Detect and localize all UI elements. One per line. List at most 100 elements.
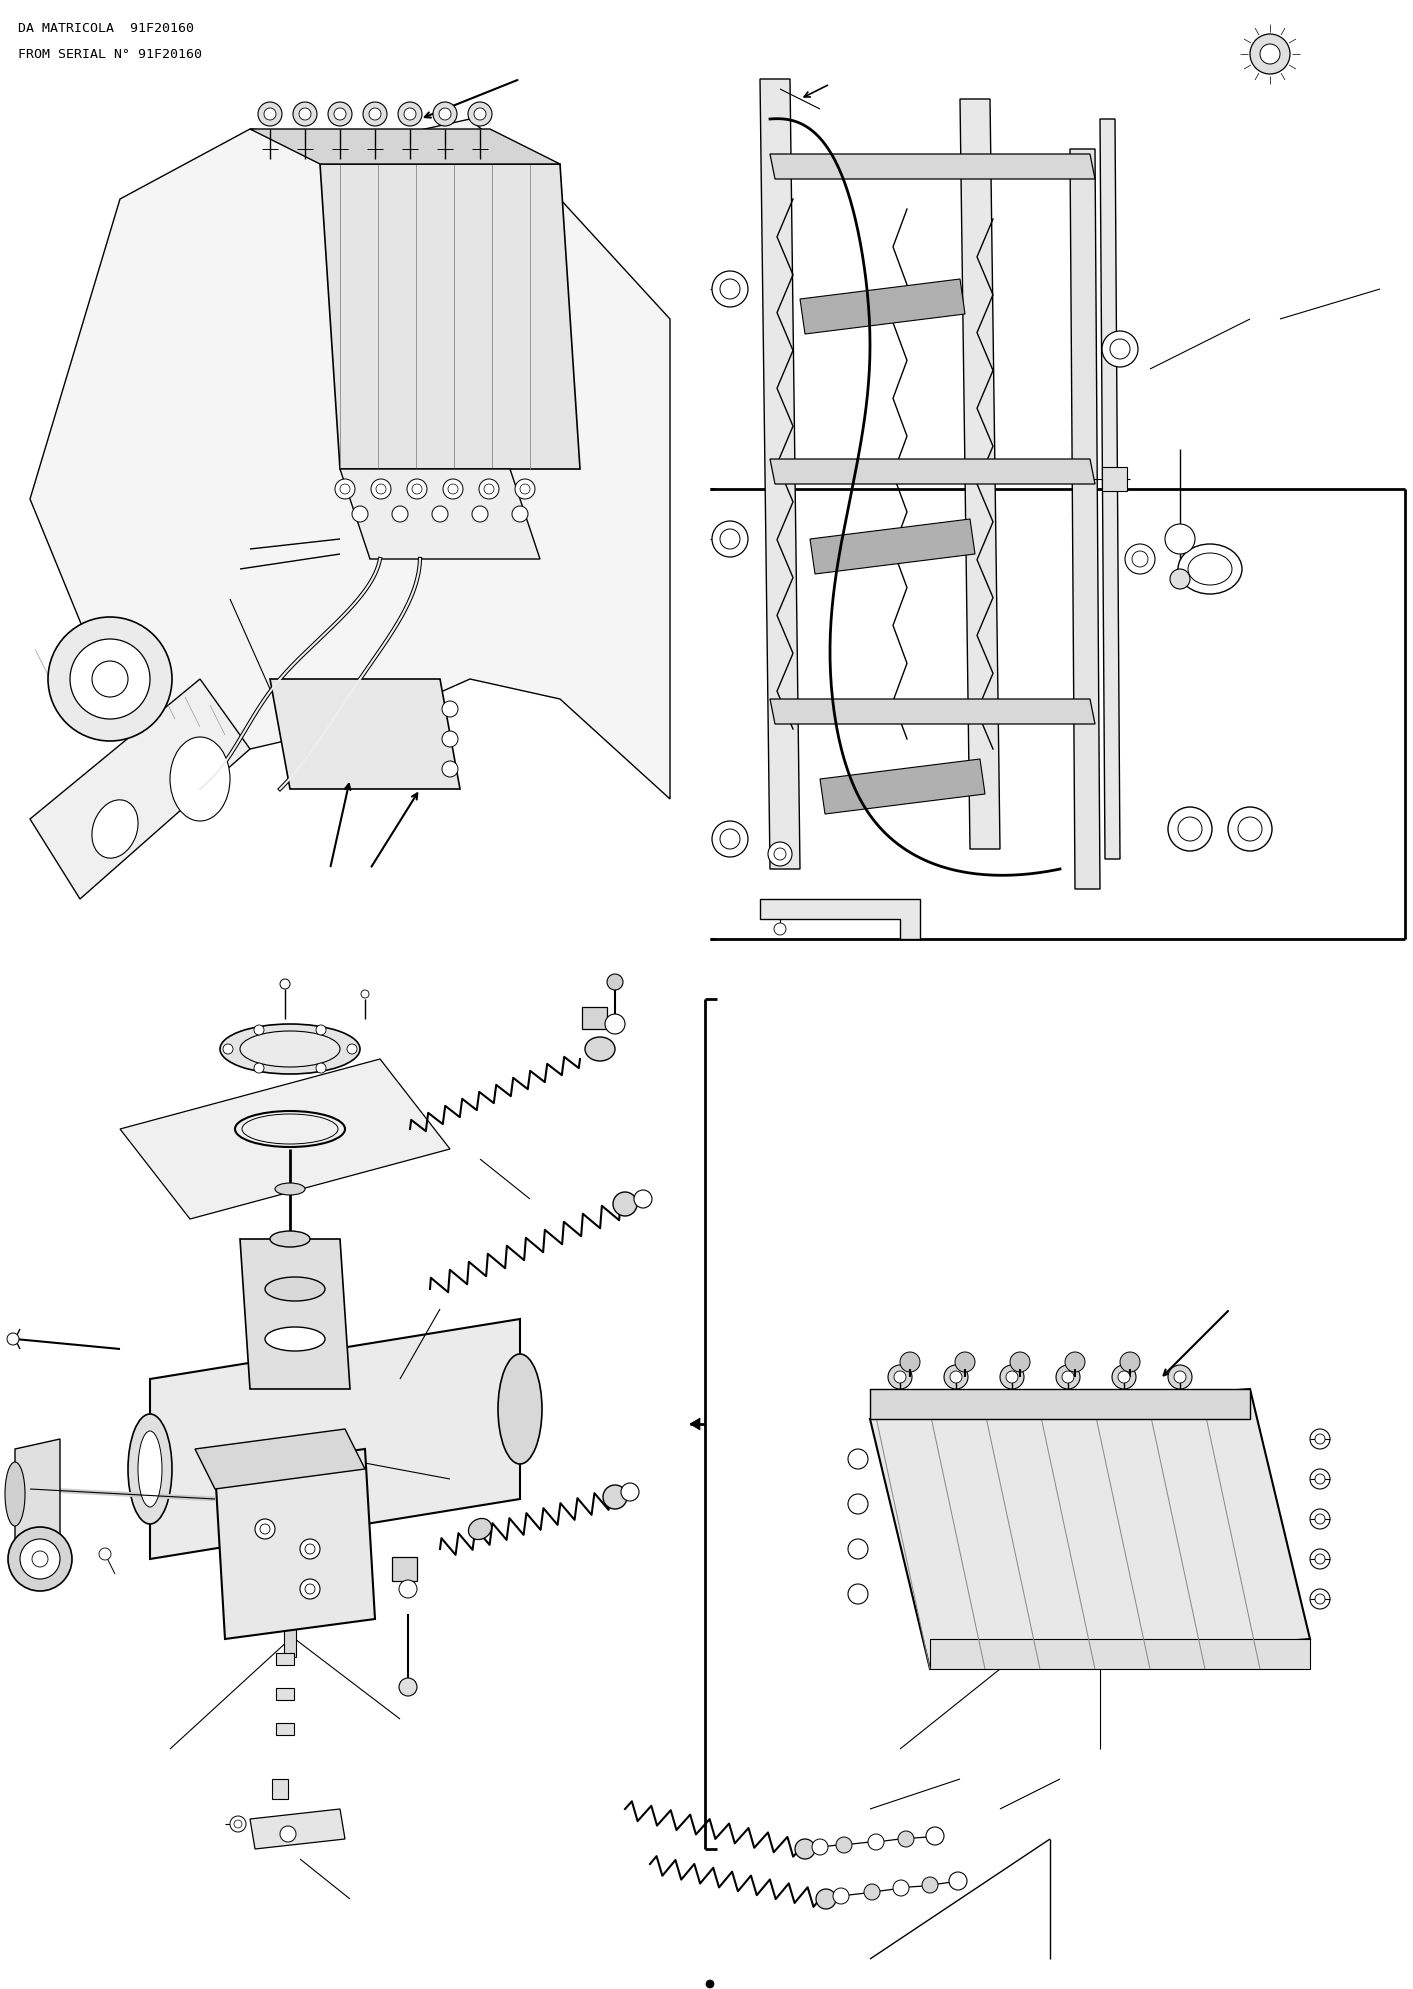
Ellipse shape: [138, 1432, 162, 1508]
Circle shape: [363, 103, 387, 127]
Circle shape: [887, 1364, 911, 1388]
Circle shape: [333, 109, 346, 121]
Circle shape: [721, 280, 740, 300]
Circle shape: [944, 1364, 968, 1388]
Circle shape: [1251, 36, 1290, 76]
Bar: [391, 1557, 417, 1581]
Circle shape: [398, 1679, 417, 1697]
Circle shape: [1065, 1353, 1085, 1372]
Circle shape: [442, 762, 458, 778]
Polygon shape: [16, 1440, 59, 1549]
Circle shape: [230, 1816, 246, 1832]
Polygon shape: [1070, 149, 1099, 889]
Circle shape: [868, 1834, 885, 1850]
Circle shape: [259, 103, 283, 127]
Ellipse shape: [266, 1327, 325, 1351]
Circle shape: [391, 507, 408, 523]
Circle shape: [1178, 817, 1202, 841]
Circle shape: [836, 1838, 852, 1854]
Polygon shape: [215, 1450, 374, 1639]
Circle shape: [1006, 1370, 1017, 1382]
Circle shape: [1132, 551, 1147, 567]
Polygon shape: [930, 1639, 1310, 1669]
Circle shape: [1310, 1470, 1330, 1490]
Circle shape: [254, 1026, 264, 1036]
Circle shape: [769, 843, 793, 867]
Circle shape: [1228, 808, 1272, 851]
Circle shape: [620, 1484, 639, 1502]
Ellipse shape: [585, 1038, 615, 1062]
Circle shape: [472, 507, 487, 523]
Polygon shape: [959, 99, 1000, 849]
Circle shape: [1310, 1510, 1330, 1530]
Ellipse shape: [270, 1231, 309, 1247]
Polygon shape: [810, 519, 975, 575]
Circle shape: [360, 991, 369, 998]
Ellipse shape: [1188, 553, 1232, 585]
Circle shape: [20, 1539, 59, 1579]
Circle shape: [1310, 1589, 1330, 1609]
Bar: [582, 1008, 608, 1030]
Circle shape: [264, 109, 276, 121]
Circle shape: [848, 1494, 868, 1514]
Circle shape: [1000, 1364, 1024, 1388]
Circle shape: [1010, 1353, 1030, 1372]
Circle shape: [352, 507, 367, 523]
Circle shape: [341, 485, 350, 495]
Polygon shape: [341, 469, 540, 559]
Ellipse shape: [170, 738, 230, 821]
Circle shape: [254, 1520, 276, 1539]
Polygon shape: [690, 1418, 699, 1430]
Circle shape: [1111, 340, 1130, 360]
Circle shape: [442, 732, 458, 748]
Polygon shape: [760, 899, 920, 939]
Circle shape: [1102, 332, 1137, 368]
Circle shape: [335, 479, 355, 499]
Circle shape: [398, 1579, 417, 1599]
Circle shape: [603, 1486, 627, 1510]
Polygon shape: [870, 1388, 1310, 1669]
Circle shape: [317, 1064, 326, 1074]
Polygon shape: [250, 1810, 345, 1850]
Text: FROM SERIAL N° 91F20160: FROM SERIAL N° 91F20160: [18, 48, 202, 62]
Circle shape: [893, 1880, 909, 1896]
Circle shape: [1112, 1364, 1136, 1388]
Circle shape: [1169, 1364, 1193, 1388]
Bar: [276, 1653, 294, 1665]
Circle shape: [479, 479, 499, 499]
Ellipse shape: [129, 1414, 172, 1524]
Circle shape: [1125, 545, 1154, 575]
Ellipse shape: [92, 800, 138, 859]
Circle shape: [92, 662, 129, 698]
Bar: [1102, 467, 1128, 491]
Circle shape: [1174, 1370, 1186, 1382]
Circle shape: [900, 1353, 920, 1372]
Circle shape: [376, 485, 386, 495]
Circle shape: [1316, 1514, 1325, 1524]
Circle shape: [796, 1840, 815, 1860]
Ellipse shape: [6, 1462, 25, 1526]
Circle shape: [404, 109, 415, 121]
Circle shape: [512, 507, 528, 523]
Bar: [284, 1607, 295, 1657]
Circle shape: [1316, 1595, 1325, 1605]
Circle shape: [48, 619, 172, 742]
Circle shape: [1316, 1434, 1325, 1444]
Circle shape: [1316, 1553, 1325, 1563]
Ellipse shape: [1178, 545, 1242, 595]
Ellipse shape: [276, 1183, 305, 1195]
Circle shape: [1170, 569, 1190, 589]
Circle shape: [305, 1543, 315, 1553]
Polygon shape: [150, 1319, 520, 1559]
Circle shape: [99, 1547, 112, 1559]
Circle shape: [317, 1026, 326, 1036]
Circle shape: [706, 1979, 714, 1987]
Circle shape: [926, 1828, 944, 1846]
Circle shape: [605, 1014, 625, 1034]
Circle shape: [369, 109, 382, 121]
Polygon shape: [250, 129, 560, 165]
Bar: [276, 1689, 294, 1701]
Circle shape: [223, 1044, 233, 1054]
Circle shape: [305, 1583, 315, 1595]
Circle shape: [712, 272, 747, 308]
